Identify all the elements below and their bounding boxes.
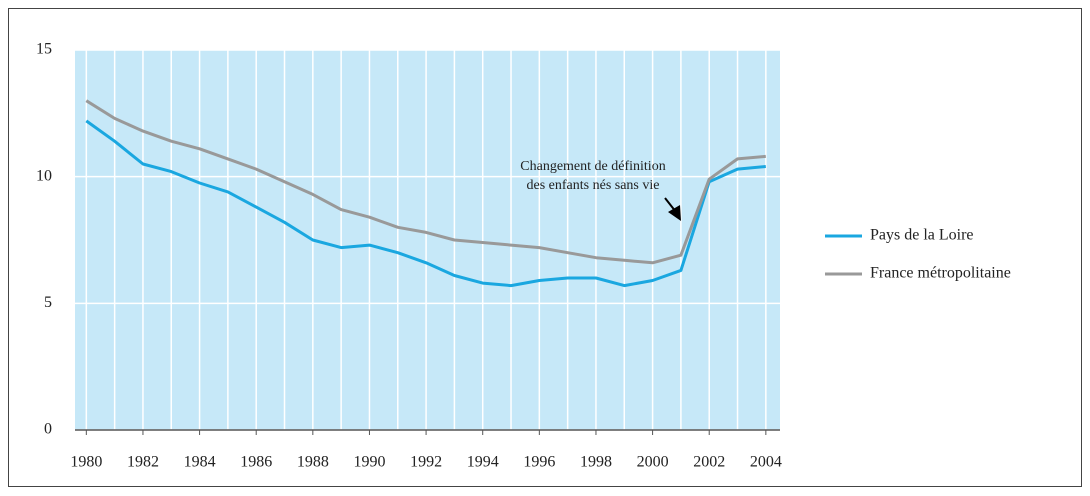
x-tick-label: 1980 <box>70 454 102 471</box>
annotation-arrow <box>664 197 681 221</box>
plot: 0 5 10 15 1980 1982 1984 1986 1988 1990 1992 1994 19… <box>36 41 782 471</box>
legend-label: Pays de la Loire <box>870 227 974 244</box>
x-tick-label: 1984 <box>184 454 216 471</box>
series-line <box>85 99 766 265</box>
x-tick-label: 2004 <box>750 454 782 471</box>
arrow-head <box>668 205 681 221</box>
annotation: Changement de définition <box>520 159 665 174</box>
frame <box>8 8 1082 487</box>
series-line <box>85 119 766 288</box>
y-tick-label: 5 <box>44 294 52 311</box>
x-tick-label: 1992 <box>410 454 442 471</box>
y-tick-label: 15 <box>36 41 52 58</box>
annotation: des enfants nés sans vie <box>527 178 660 193</box>
x-tick-label: 1996 <box>523 454 555 471</box>
plot-background <box>75 50 780 430</box>
x-tick-label: 1988 <box>297 454 329 471</box>
x-tick-label: 1990 <box>353 454 385 471</box>
x-tick-label: 1986 <box>240 454 272 471</box>
x-tick-label: 2000 <box>637 454 669 471</box>
x-tick-label: 2002 <box>693 454 725 471</box>
x-tick-label: 1982 <box>127 454 159 471</box>
x-tick-label: 1994 <box>467 454 499 471</box>
legend-label: France métropolitaine <box>870 265 1011 282</box>
y-tick-label: 0 <box>44 421 52 438</box>
y-tick-label: 10 <box>36 167 52 184</box>
x-tick-label: 1998 <box>580 454 612 471</box>
